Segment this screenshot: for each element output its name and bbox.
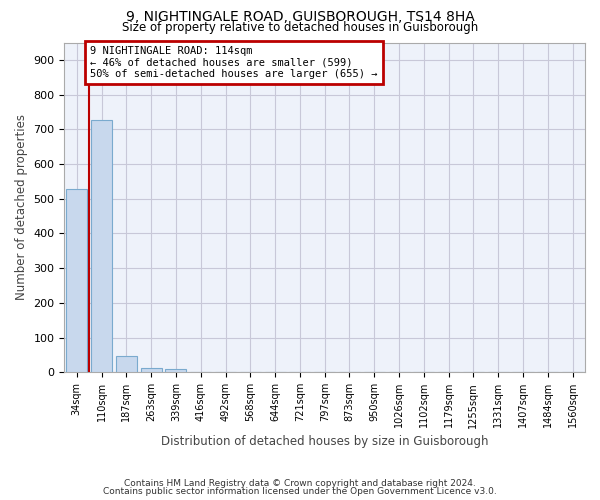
Bar — [116, 356, 137, 372]
Text: 9 NIGHTINGALE ROAD: 114sqm
← 46% of detached houses are smaller (599)
50% of sem: 9 NIGHTINGALE ROAD: 114sqm ← 46% of deta… — [91, 46, 378, 79]
Text: Contains public sector information licensed under the Open Government Licence v3: Contains public sector information licen… — [103, 487, 497, 496]
X-axis label: Distribution of detached houses by size in Guisborough: Distribution of detached houses by size … — [161, 434, 488, 448]
Bar — [91, 120, 112, 372]
Text: Size of property relative to detached houses in Guisborough: Size of property relative to detached ho… — [122, 22, 478, 35]
Text: 9, NIGHTINGALE ROAD, GUISBOROUGH, TS14 8HA: 9, NIGHTINGALE ROAD, GUISBOROUGH, TS14 8… — [125, 10, 475, 24]
Y-axis label: Number of detached properties: Number of detached properties — [15, 114, 28, 300]
Text: Contains HM Land Registry data © Crown copyright and database right 2024.: Contains HM Land Registry data © Crown c… — [124, 478, 476, 488]
Bar — [66, 190, 88, 372]
Bar — [140, 368, 162, 372]
Bar — [166, 368, 187, 372]
